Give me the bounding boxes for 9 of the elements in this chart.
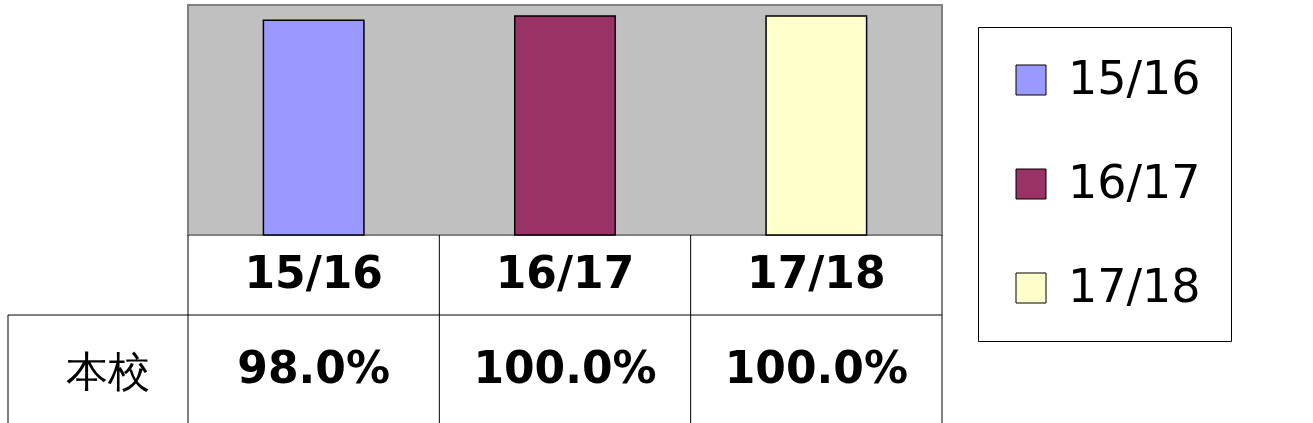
x-tick-label: 15/16 [244,247,383,298]
legend-label: 16/17 [1068,155,1201,209]
x-tick-label: 16/17 [495,247,635,298]
data-label: 100.0% [473,342,657,393]
x-tick-label: 17/18 [747,247,886,298]
data-label: 98.0% [237,342,390,393]
data-label: 100.0% [724,342,908,393]
legend-label: 15/16 [1068,51,1201,105]
text: 本校 [66,347,150,396]
